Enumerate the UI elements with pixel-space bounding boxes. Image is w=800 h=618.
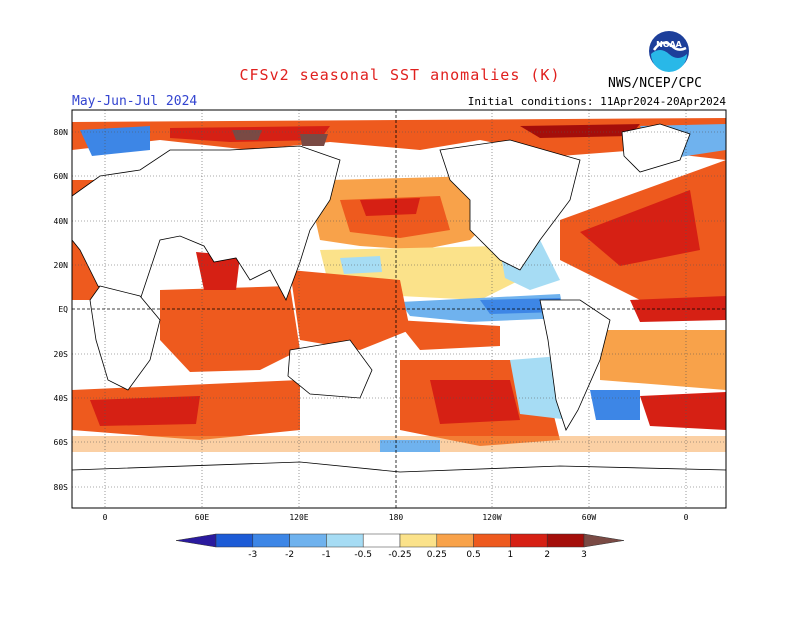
colorbar-label: -0.25 <box>388 550 411 560</box>
colorbar-label: -3 <box>248 550 257 560</box>
map-frame <box>71 109 727 509</box>
africa-south <box>89 285 161 391</box>
south-america <box>539 299 611 431</box>
lat-label: 20S <box>54 350 69 359</box>
colorbar-swatch <box>583 533 625 548</box>
colorbar-swatch <box>436 533 474 548</box>
lat-label: 80N <box>54 128 69 137</box>
colorbar-swatch <box>510 533 548 548</box>
warm-pool <box>290 270 410 350</box>
north-pacific-strong <box>360 198 420 216</box>
greenland <box>621 123 691 173</box>
south-atlantic-warm <box>600 330 726 390</box>
indian-ocean-warm <box>160 286 300 372</box>
noaa-logo: NOAA <box>649 31 689 72</box>
lat-label: 60N <box>54 172 69 181</box>
map-title: CFSv2 seasonal SST anomalies (K) <box>239 66 561 84</box>
latitude-labels: 80N 60N 40N 20N EQ 20S 40S 60S 80S <box>54 128 69 492</box>
colorbar-label: -0.5 <box>354 550 372 560</box>
lon-label: 60E <box>195 513 210 522</box>
lon-label: 180 <box>389 513 404 522</box>
colorbar-label: 0.25 <box>427 550 447 560</box>
colorbar-swatch <box>326 533 364 548</box>
colorbar-label: 3 <box>581 550 587 560</box>
north-america <box>439 139 581 271</box>
arabian-sea-warm <box>196 252 240 290</box>
colorbar-swatch <box>362 533 401 548</box>
colorbar-label: 2 <box>544 550 550 560</box>
longitude-labels: 0 60E 120E 180 120W 60W 0 <box>103 513 689 522</box>
colorbar-swatch <box>252 533 290 548</box>
lon-label: 0 <box>103 513 108 522</box>
southern-ocean-cool <box>380 440 440 452</box>
central-pacific-warm <box>396 320 500 350</box>
agency-label: NWS/NCEP/CPC <box>608 76 702 91</box>
colorbar-swatch <box>399 533 438 548</box>
barents-cool <box>80 126 150 156</box>
lat-label: 40S <box>54 394 69 403</box>
lat-label: 40N <box>54 217 69 226</box>
season-label: May-Jun-Jul 2024 <box>72 94 198 109</box>
colorbar-label: -1 <box>322 550 331 560</box>
south-atlantic-cool <box>590 390 640 420</box>
noaa-logo-text: NOAA <box>656 40 682 49</box>
arctic-extreme-warm-1 <box>232 130 262 140</box>
lat-label: EQ <box>58 305 68 314</box>
lon-label: 60W <box>582 513 597 522</box>
arctic-extreme-warm-2 <box>300 134 328 146</box>
colorbar-label: 0.5 <box>466 550 480 560</box>
colorbar-label: -2 <box>285 550 294 560</box>
land-masses <box>72 123 726 508</box>
lon-label: 120E <box>289 513 308 522</box>
south-indian-strong <box>90 396 200 426</box>
arctic-very-warm <box>520 124 640 138</box>
lat-label: 60S <box>54 438 69 447</box>
colorbar: -3 -2 -1 -0.5 -0.25 0.25 0.5 1 2 3 <box>175 533 625 560</box>
anomaly-fields <box>72 118 726 452</box>
lat-label: 80S <box>54 483 69 492</box>
lat-label: 20N <box>54 261 69 270</box>
antarctica <box>72 461 726 508</box>
map-area <box>72 110 726 508</box>
colorbar-swatch <box>215 533 254 548</box>
initial-conditions-label: Initial conditions: 11Apr2024-20Apr2024 <box>467 95 726 108</box>
colorbar-swatch <box>473 533 511 548</box>
colorbar-swatch <box>546 533 585 548</box>
south-pacific-strong <box>430 380 520 424</box>
colorbar-swatch <box>175 533 217 548</box>
equator-dateline <box>72 110 726 508</box>
lon-label: 120W <box>482 513 501 522</box>
south-atlantic-strong <box>640 392 726 430</box>
colorbar-label: 1 <box>508 550 514 560</box>
north-atlantic-strong <box>580 190 700 266</box>
lon-label: 0 <box>684 513 689 522</box>
colorbar-swatch <box>289 533 327 548</box>
